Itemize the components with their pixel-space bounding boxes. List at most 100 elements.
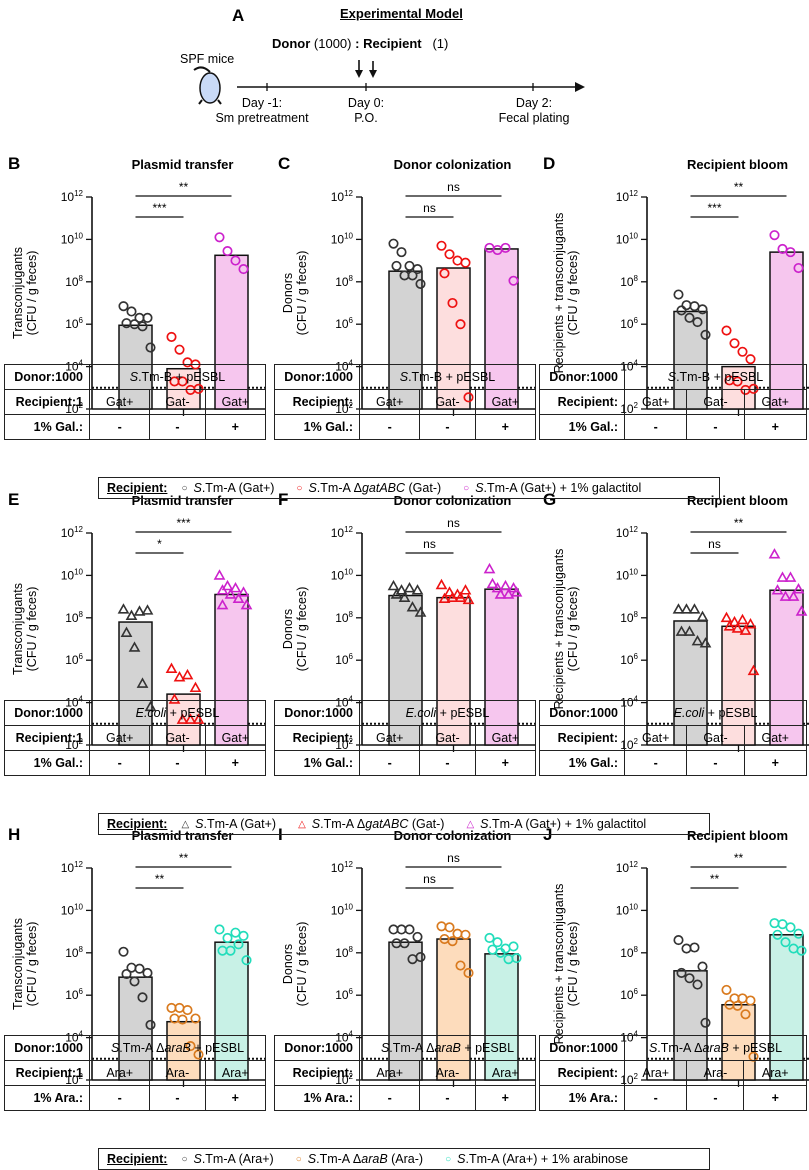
y-tick-label: 1010 — [61, 567, 84, 582]
y-tick-label: 1010 — [331, 567, 354, 582]
y-tick-label: 1010 — [616, 567, 639, 582]
timeline-label-day-2: Day 2: Fecal plating — [492, 96, 576, 126]
data-point — [731, 622, 744, 633]
data-point — [744, 618, 757, 629]
data-point — [444, 922, 455, 933]
timeline-event: Sm pretreatment — [215, 111, 309, 125]
sugar-header: 1% Gal.: — [4, 750, 90, 776]
data-point — [137, 992, 148, 1003]
y-tick-label: 1010 — [331, 902, 354, 917]
data-point — [680, 603, 693, 614]
data-point — [684, 973, 695, 984]
chart-title: Plasmid transfer — [132, 828, 234, 843]
sugar-header: 1% Gal.: — [539, 414, 625, 440]
sugar-cell: + — [743, 414, 808, 440]
animal-label: SPF mice — [180, 52, 235, 66]
legend-item: ○ S.Tm-A ΔaraB (Ara-) — [296, 1152, 423, 1166]
recipient-header: Recipient:1 — [4, 725, 90, 751]
y-tick-label: 1012 — [61, 189, 84, 204]
data-point — [495, 947, 506, 958]
data-point — [681, 943, 692, 954]
timeline-arrowhead — [575, 82, 585, 92]
y-axis-unit-label: (CFU / g feces) — [25, 251, 39, 336]
recipient-cell: Gat+ — [88, 389, 151, 415]
donor-strain: S.Tm-A ΔaraB + pESBL — [359, 1035, 536, 1061]
donor-header: Donor:1000 — [274, 700, 360, 726]
sugar-cell: - — [623, 750, 688, 776]
data-point — [390, 588, 403, 599]
y-tick-label: 1010 — [61, 231, 84, 246]
data-point — [396, 924, 407, 935]
data-point — [137, 321, 148, 332]
data-point — [793, 928, 804, 939]
sugar-header: 1% Gal.: — [274, 414, 360, 440]
condition-table: Donor:1000 S.Tm-A ΔaraB + pESBL Recipient:… — [539, 1035, 807, 1111]
sugar-header: 1% Ara.: — [4, 1085, 90, 1111]
sugar-cell: - — [149, 1085, 206, 1111]
donor-strain: E.coli + pESBL — [89, 700, 266, 726]
data-point — [237, 586, 250, 597]
data-point — [190, 1013, 201, 1024]
legend-label: S.Tm-A ΔaraB (Ara-) — [307, 1152, 424, 1166]
data-point — [793, 262, 804, 274]
data-point — [785, 922, 796, 933]
chart-title: Recipient bloom — [687, 157, 788, 172]
data-point — [696, 610, 709, 622]
data-point — [494, 588, 507, 599]
significance-label: ** — [710, 872, 720, 886]
data-point — [129, 976, 140, 987]
y-tick-label: 1010 — [61, 902, 84, 917]
data-point — [700, 1017, 711, 1028]
data-point — [768, 548, 781, 559]
data-point — [672, 603, 685, 614]
data-point — [435, 578, 448, 590]
significance-label: ** — [179, 851, 189, 865]
donor-arrow — [355, 60, 363, 78]
data-point — [780, 937, 791, 948]
data-point — [214, 232, 225, 243]
data-point — [128, 641, 141, 652]
data-point — [145, 1019, 156, 1030]
sugar-header: 1% Ara.: — [274, 1085, 360, 1111]
y-axis-label: Recipients + transconjugants — [552, 549, 566, 710]
circle-marker-icon: ○ — [181, 482, 188, 494]
data-point — [406, 601, 419, 612]
data-point — [721, 984, 732, 995]
data-point — [697, 961, 708, 972]
sugar-cell: - — [686, 414, 745, 440]
data-point — [446, 591, 459, 602]
recipient-cell: Ara+ — [358, 1060, 421, 1086]
legend: Recipient: ○ S.Tm-A (Gat+) ○ S.Tm-A ΔgatABC … — [98, 477, 720, 499]
legend-item: ○ S.Tm-A (Ara+) + 1% arabinose — [445, 1152, 628, 1166]
data-point — [387, 579, 400, 591]
y-axis-label: Recipients + transconjugants — [552, 884, 566, 1045]
data-point — [508, 941, 519, 952]
y-tick-label: 108 — [65, 610, 83, 625]
data-point — [125, 609, 138, 620]
legend: Recipient: ○ S.Tm-A (Ara+) ○ S.Tm-A ΔaraB (A… — [98, 1148, 710, 1170]
donor-strain: S.Tm-A ΔaraB + pESBL — [89, 1035, 266, 1061]
data-point — [487, 944, 498, 955]
data-point — [398, 591, 411, 602]
data-point — [777, 919, 788, 930]
data-point — [728, 615, 741, 627]
recipient-ratio: (1) — [432, 36, 449, 51]
significance-label: ns — [447, 516, 460, 530]
sugar-cell: - — [88, 1085, 151, 1111]
significance-label: ** — [179, 180, 189, 194]
y-tick-label: 108 — [65, 274, 83, 289]
recipient-arrow — [369, 61, 377, 78]
recipient-cell: Gat- — [149, 725, 206, 751]
data-point — [745, 995, 756, 1006]
data-point — [681, 300, 692, 311]
recipient-cell: Gat+ — [743, 389, 808, 415]
data-point — [414, 606, 427, 617]
model-ratio: Donor (1000) : Recipient (1) — [272, 36, 448, 51]
data-point — [142, 312, 153, 323]
legend-item: ○ S.Tm-A (Gat+) + 1% galactitol — [463, 481, 641, 495]
sugar-cell: - — [149, 414, 206, 440]
y-axis-unit-label: (CFU / g feces) — [25, 922, 39, 1007]
legend-title: Recipient: — [107, 1152, 168, 1166]
data-point — [460, 929, 471, 940]
data-point — [182, 1004, 193, 1016]
